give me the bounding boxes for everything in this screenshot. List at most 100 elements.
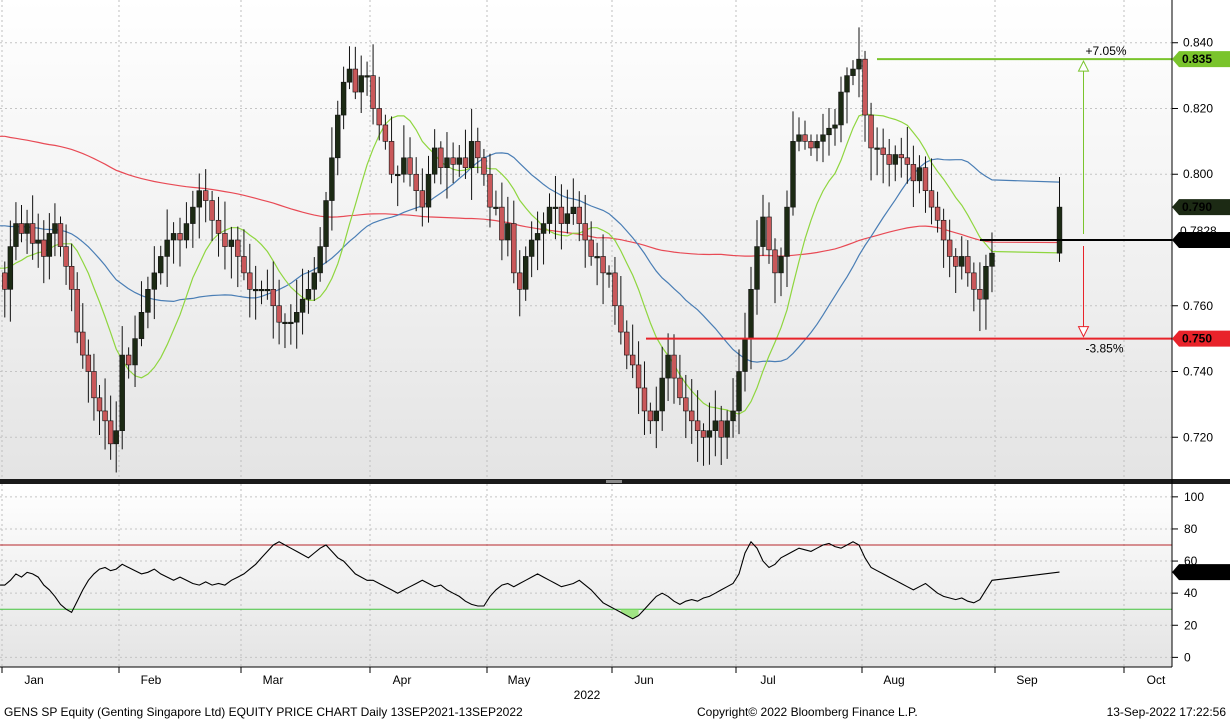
month-label: Mar [263,673,284,687]
candle-body [499,206,505,241]
candle-body [505,223,511,241]
month-label: Oct [1147,673,1166,687]
candle-body [158,256,164,274]
month-label: Aug [883,673,904,687]
last-price-tag-box [1172,199,1230,216]
candle-body [814,141,820,149]
candle-body [653,410,659,422]
candle-body [329,157,335,201]
candle-body [953,256,959,267]
candle-body [317,246,323,274]
candle-body [522,256,529,290]
price-gridlines [0,0,1172,479]
candle-body [258,289,265,292]
candle-body [772,249,778,274]
candle-body [425,173,432,208]
candle-body [689,410,695,422]
candle-body [778,256,784,274]
candle-body [742,338,748,372]
month-label: Feb [141,673,162,687]
candle-body [183,223,190,241]
candle-body [1056,206,1063,254]
candle-body [305,289,312,300]
splitter-handle-icon[interactable] [606,480,622,483]
candle-body [594,256,600,259]
candle-body [358,75,364,93]
candle-body [838,91,844,126]
candle-body [407,157,413,175]
candle-body [119,354,125,431]
year-label: 2022 [574,688,601,702]
rsi-gridlines [0,484,1172,667]
candle-body [252,289,259,292]
time-axis: Jan Feb Mar Apr May Jun Jul Aug Sep Oct 2022 [1,667,1166,702]
support-pct-label: -3.85% [1086,342,1124,356]
footer-chart-description: GENS SP Equity (Genting Singapore Ltd) E… [4,705,523,719]
candle-body [177,233,183,241]
candle-body [528,239,535,257]
candle-body [264,289,271,292]
candle-body [546,206,553,224]
month-label: Jan [24,673,43,687]
candle-body [796,134,802,142]
candle-body [946,239,953,257]
candle-body [576,206,582,224]
candle-body [91,371,97,399]
candle-body [294,312,300,323]
candle-body [582,223,588,241]
candle-body [41,239,47,257]
candle-body [241,256,247,274]
candle-body [376,108,382,126]
candle-body [624,331,630,356]
candle-body [46,233,53,257]
candle-body [311,272,317,290]
candle-body [335,114,341,159]
candle-body [29,223,36,244]
candle-body [276,305,282,323]
candle-body [68,266,75,290]
candle-body [892,154,898,165]
price-tick-label: 0.740 [1183,365,1213,379]
candle-body [904,157,911,165]
candle-body [790,141,796,208]
ma-mid-line [0,152,1060,363]
candle-body [151,272,158,290]
candle-body [898,154,904,159]
candle-body [481,157,487,175]
candle-body [635,364,642,389]
candle-body [323,200,329,247]
rsi-tick-label: 0 [1184,650,1191,664]
candle-body [413,173,419,191]
candle-body [826,127,832,136]
panel-splitter[interactable] [0,479,1172,484]
candle-body [468,141,475,168]
candle-body [57,223,64,247]
candle-body [886,154,892,165]
candle-body [35,239,41,244]
candle-body [340,81,347,116]
resistance-tag: 0.835 [1182,52,1212,66]
candle-body [820,134,826,142]
candlesticks [2,27,1063,473]
candle-body [511,223,517,274]
current-level-tag: 0.780 [1182,233,1212,247]
candle-body [570,206,577,214]
candle-body [874,147,880,150]
candle-body [138,312,145,339]
rsi-oversold-fill [620,609,639,619]
candle-body [862,58,868,116]
downside-arrow-icon [1077,326,1090,338]
candle-body [832,124,838,129]
candle-body [641,387,648,412]
candle-body [145,289,151,313]
candle-body [215,219,222,234]
candle-body [85,354,92,372]
current-level-tag-box [1172,232,1230,248]
candle-body [534,233,541,241]
candle-body [113,430,119,445]
candle-body [700,430,707,438]
rsi-tick-label: 20 [1184,618,1198,632]
candle-body [844,75,850,93]
candle-body [977,289,983,300]
